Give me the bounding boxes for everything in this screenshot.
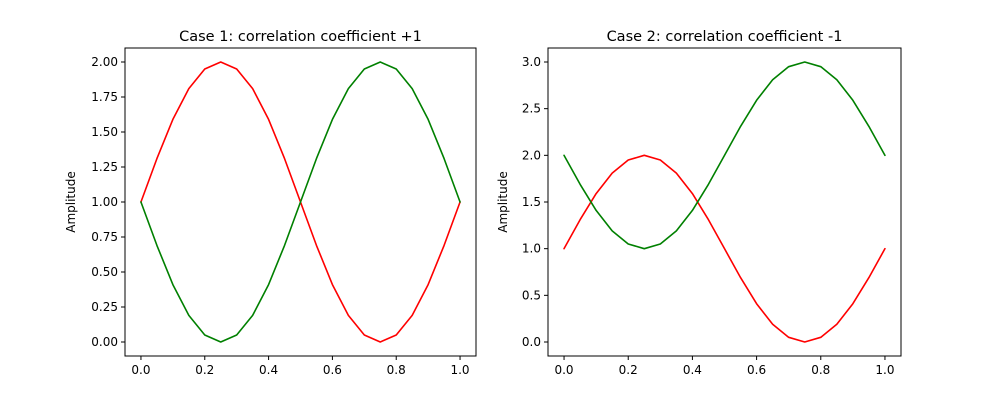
y-tick-label: 1.50 bbox=[91, 125, 118, 139]
x-tick-label: 0.8 bbox=[387, 363, 406, 377]
series-line-red bbox=[563, 154, 886, 343]
x-tick-label: 1.0 bbox=[875, 363, 894, 377]
y-tick-label: 2.0 bbox=[522, 148, 541, 162]
chart-title: Case 2: correlation coefficient -1 bbox=[607, 29, 843, 45]
y-tick-label: 1.75 bbox=[91, 90, 118, 104]
x-tick-label: 0.2 bbox=[619, 363, 638, 377]
chart-title: Case 1: correlation coefficient +1 bbox=[179, 29, 422, 45]
x-tick-label: 0.6 bbox=[747, 363, 766, 377]
y-tick-label: 2.5 bbox=[522, 102, 541, 116]
y-tick-label: 1.25 bbox=[91, 160, 118, 174]
y-tick-label: 0.75 bbox=[91, 230, 118, 244]
x-tick-label: 0.6 bbox=[323, 363, 342, 377]
y-tick-label: 2.00 bbox=[91, 55, 118, 69]
x-tick-label: 0.4 bbox=[259, 363, 278, 377]
y-tick-label: 0.50 bbox=[91, 265, 118, 279]
series-line-green bbox=[563, 61, 886, 250]
x-tick-label: 0.0 bbox=[554, 363, 573, 377]
y-tick-label: 0.5 bbox=[522, 288, 541, 302]
chart-case-2: Case 2: correlation coefficient -1 Ampli… bbox=[496, 29, 902, 377]
chart-case-1: Case 1: correlation coefficient +1 Ampli… bbox=[64, 29, 477, 377]
y-tick-label: 1.0 bbox=[522, 242, 541, 256]
y-tick-label: 1.5 bbox=[522, 195, 541, 209]
series-lines bbox=[140, 61, 461, 343]
x-tick-label: 1.0 bbox=[450, 363, 469, 377]
y-tick-label: 0.25 bbox=[91, 300, 118, 314]
x-tick-label: 0.8 bbox=[811, 363, 830, 377]
y-axis-label: Amplitude bbox=[64, 171, 78, 233]
x-tick-label: 0.0 bbox=[131, 363, 150, 377]
x-tick-label: 0.2 bbox=[195, 363, 214, 377]
y-axis-label: Amplitude bbox=[496, 171, 510, 233]
y-tick-label: 0.0 bbox=[522, 335, 541, 349]
series-line-green bbox=[140, 61, 461, 343]
x-tick-label: 0.4 bbox=[683, 363, 702, 377]
series-lines bbox=[563, 61, 886, 343]
y-tick-label: 1.00 bbox=[91, 195, 118, 209]
axis-ticks: 0.0 0.2 0.4 0.6 0.8 1.0 0.00 0.25 0.50 0.75 1.00 1.… bbox=[91, 55, 469, 377]
y-tick-label: 0.00 bbox=[91, 335, 118, 349]
axis-ticks: 0.0 0.2 0.4 0.6 0.8 1.0 0.0 0.5 1.0 1.5 2.0 2.5 3.0 bbox=[522, 55, 895, 377]
y-tick-label: 3.0 bbox=[522, 55, 541, 69]
